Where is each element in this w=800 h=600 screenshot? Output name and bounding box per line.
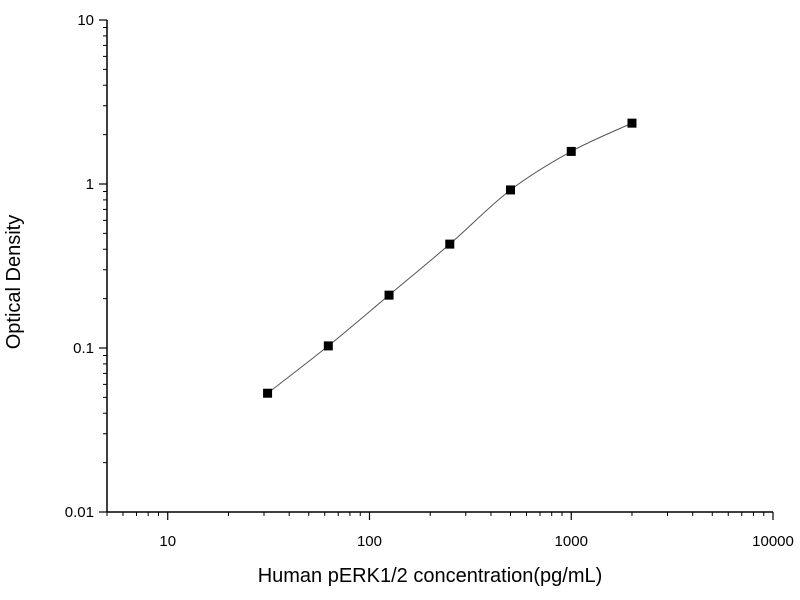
y-tick-label: 0.1 — [73, 340, 94, 357]
data-point — [263, 388, 273, 398]
y-tick-label: 1 — [86, 176, 94, 193]
data-point — [384, 290, 394, 300]
data-points — [263, 118, 637, 398]
y-axis-title: Optical Density — [3, 215, 25, 350]
x-tick-label: 1000 — [555, 533, 588, 550]
x-tick-label: 10000 — [752, 533, 794, 550]
fit-curve-layer — [267, 122, 633, 394]
data-point — [627, 118, 637, 128]
x-tick-label: 100 — [357, 533, 382, 550]
data-point — [323, 341, 333, 351]
fit-curve — [267, 122, 633, 394]
data-point — [506, 185, 516, 195]
x-axis-title: Human pERK1/2 concentration(pg/mL) — [258, 565, 603, 587]
data-point — [566, 146, 576, 156]
data-point — [445, 239, 455, 249]
axes — [106, 20, 773, 513]
ticks: 10 100 1000 10000 0.01 0.1 1 10 — [65, 12, 794, 550]
y-tick-label: 10 — [77, 12, 94, 29]
x-tick-label: 10 — [159, 533, 176, 550]
y-tick-label: 0.01 — [65, 504, 94, 521]
